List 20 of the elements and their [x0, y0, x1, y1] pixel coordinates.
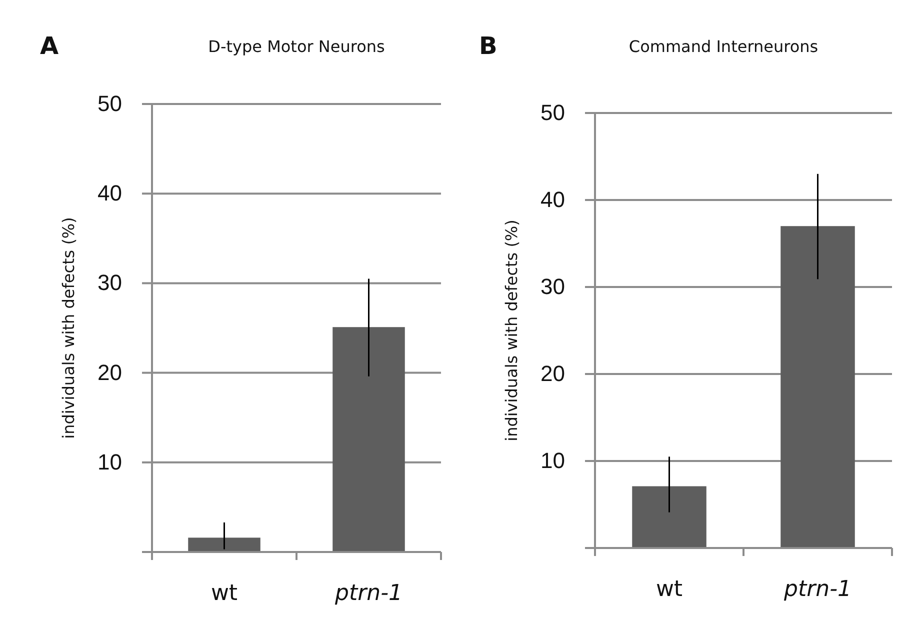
- y-axis-title: individuals with defects (%): [502, 220, 521, 442]
- y-tick-label: 20: [98, 360, 122, 385]
- y-tick-label: 40: [540, 187, 565, 212]
- y-axis-title: individuals with defects (%): [59, 217, 78, 439]
- y-tick-label: 30: [540, 274, 565, 300]
- y-tick-label: 10: [98, 449, 122, 474]
- chart-title: Command Interneurons: [628, 37, 818, 56]
- x-tick-label: ptrn-1: [334, 581, 403, 606]
- x-tick-label: wt: [210, 581, 238, 606]
- y-tick-label: 10: [540, 448, 565, 474]
- chart-title: D-type Motor Neurons: [208, 37, 385, 56]
- y-tick-label: 50: [540, 100, 565, 126]
- y-tick-label: 30: [98, 270, 122, 296]
- x-tick-label: wt: [656, 577, 683, 602]
- y-tick-label: 40: [98, 180, 122, 206]
- y-tick-label: 50: [98, 91, 122, 116]
- y-tick-label: 20: [540, 361, 565, 386]
- text: A: [40, 32, 59, 60]
- text: B: [479, 32, 498, 60]
- x-tick-label: ptrn-1: [782, 577, 852, 602]
